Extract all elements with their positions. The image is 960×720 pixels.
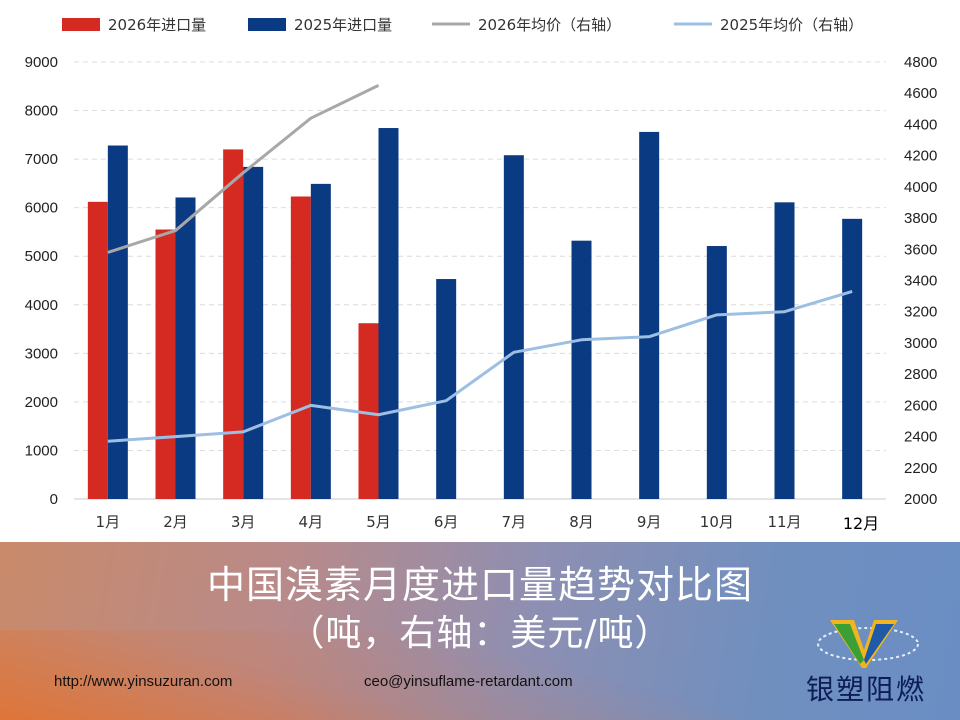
website-link[interactable]: http://www.yinsuzuran.com [54, 673, 233, 690]
legend-swatch [62, 18, 100, 31]
left-tick-label: 7000 [25, 151, 58, 168]
right-tick-label: 2200 [904, 460, 937, 477]
left-tick-label: 1000 [25, 442, 58, 459]
left-tick-label: 8000 [25, 103, 58, 120]
bar [175, 197, 196, 499]
category-label: 9月 [637, 513, 662, 531]
left-tick-label: 5000 [25, 248, 58, 265]
category-label: 8月 [569, 513, 594, 531]
brand-name: 银塑阻燃 [806, 673, 927, 706]
bar [87, 201, 108, 499]
legend-label: 2025年均价（右轴） [720, 16, 863, 34]
chart: 0 1000 2000 3000 4000 5000 6000 7000 8000 9000 200… [25, 16, 938, 533]
right-tick-label: 4400 [904, 116, 937, 133]
bar [436, 279, 457, 499]
right-tick-label: 3200 [904, 304, 937, 321]
category-label: 3月 [231, 513, 256, 531]
right-tick-label: 4200 [904, 148, 937, 165]
right-tick-label: 4800 [904, 54, 937, 71]
left-tick-label: 3000 [25, 345, 58, 362]
legend-label: 2026年均价（右轴） [478, 16, 621, 34]
category-label: 4月 [299, 513, 324, 531]
bar [310, 183, 331, 499]
right-tick-label: 2600 [904, 397, 937, 414]
company-logo [817, 620, 919, 668]
legend: 2026年进口量 2025年进口量 2026年均价（右轴） 2025年均价（右轴） [62, 16, 863, 34]
right-tick-label: 4000 [904, 179, 937, 196]
title-banner [0, 542, 960, 720]
category-label: 6月 [434, 513, 459, 531]
series-line [107, 289, 853, 443]
bars [87, 128, 863, 500]
bar [243, 166, 264, 499]
right-tick-label: 3400 [904, 273, 937, 290]
left-tick-label: 9000 [25, 54, 58, 71]
bar [378, 128, 399, 499]
left-tick-label: 6000 [25, 200, 58, 217]
right-tick-label: 2800 [904, 366, 937, 383]
left-tick-label: 0 [50, 491, 58, 508]
right-tick-label: 2000 [904, 491, 937, 508]
category-label: 5月 [366, 513, 391, 531]
bar [107, 145, 128, 499]
category-label: 10月 [700, 513, 734, 531]
legend-label: 2026年进口量 [108, 16, 206, 34]
bar [706, 246, 727, 499]
bar [774, 202, 795, 499]
legend-swatch [248, 18, 286, 31]
bar [290, 196, 311, 499]
right-tick-label: 2400 [904, 429, 937, 446]
gridlines [74, 61, 886, 500]
email-link[interactable]: ceo@yinsuflame-retardant.com [364, 673, 573, 690]
lines [107, 84, 853, 443]
bar [155, 229, 176, 499]
category-label: 7月 [502, 513, 527, 531]
bar [571, 240, 592, 499]
category-label: 1月 [96, 513, 121, 531]
bar [842, 218, 863, 499]
right-tick-label: 4600 [904, 85, 937, 102]
bar [503, 155, 524, 499]
category-label: 2月 [163, 513, 188, 531]
legend-label: 2025年进口量 [294, 16, 392, 34]
category-label: 12月 [843, 514, 879, 533]
left-tick-label: 2000 [25, 394, 58, 411]
right-tick-label: 3800 [904, 210, 937, 227]
category-label: 11月 [767, 513, 801, 531]
chart-title: 中国溴素月度进口量趋势对比图 [206, 563, 753, 607]
bar [639, 131, 660, 500]
chart-subtitle: （吨，右轴：美元/吨） [288, 613, 672, 654]
tick-labels: 0 1000 2000 3000 4000 5000 6000 7000 8000 9000 200… [25, 54, 938, 533]
right-tick-label: 3000 [904, 335, 937, 352]
bar [358, 323, 379, 499]
left-tick-label: 4000 [25, 297, 58, 314]
bar [223, 149, 244, 499]
right-tick-label: 3600 [904, 241, 937, 258]
